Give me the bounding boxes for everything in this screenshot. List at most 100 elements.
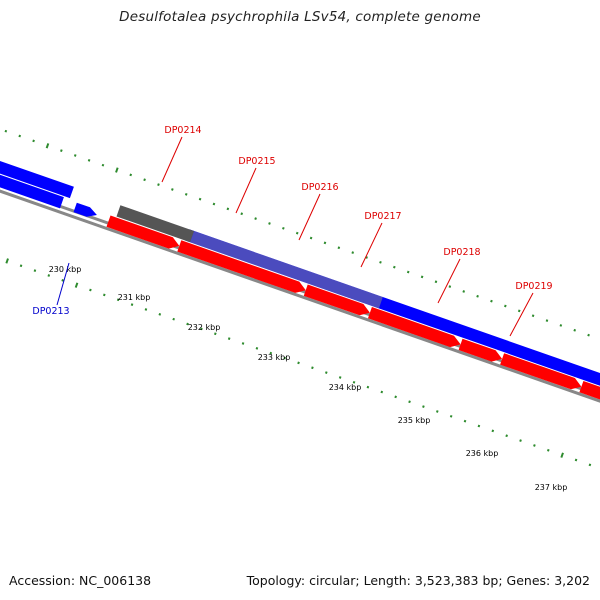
tick-mark [116, 298, 120, 302]
tick-mark [102, 293, 106, 297]
tick-mark [560, 452, 564, 458]
tick-mark [226, 207, 230, 211]
tick-mark [380, 390, 384, 394]
inner-tick-ring [5, 258, 592, 467]
accession-text: Accession: NC_006138 [9, 573, 152, 588]
tick-mark [101, 163, 105, 167]
tick-mark [47, 274, 51, 277]
tick-mark [462, 290, 466, 293]
tick-mark [434, 280, 438, 284]
tick-mark [406, 270, 410, 274]
tick-mark [587, 333, 590, 337]
gene-leader-line [360, 222, 383, 268]
tick-mark [422, 405, 425, 408]
tick-mark [491, 429, 495, 433]
tick-mark [517, 309, 521, 313]
tick-label: 230 kbp [49, 265, 82, 274]
gene-feature-overlap[interactable] [190, 231, 383, 309]
tick-mark [269, 351, 273, 355]
tick-mark [87, 158, 91, 162]
gene-feature-reverse[interactable] [303, 284, 370, 316]
tick-mark [115, 167, 119, 173]
tick-mark [73, 154, 77, 157]
gene-label-dp0215[interactable]: DP0215 [238, 156, 275, 167]
tick-mark [463, 419, 467, 423]
tick-mark [477, 424, 481, 428]
tick-mark [504, 304, 507, 308]
tick-mark [546, 448, 550, 452]
tick-mark [19, 264, 23, 268]
gene-feature-reverse[interactable] [500, 353, 582, 390]
tick-mark [184, 192, 188, 196]
tick-mark [311, 366, 314, 370]
tick-mark [545, 319, 549, 322]
tick-mark [255, 346, 259, 350]
tick-label: 236 kbp [466, 449, 499, 458]
gene-feature-forward[interactable] [0, 153, 74, 199]
tick-mark [130, 303, 134, 306]
tick-mark [4, 129, 8, 133]
tick-mark [283, 356, 286, 360]
tick-mark [227, 337, 231, 340]
tick-mark [559, 324, 563, 327]
tick-mark [449, 414, 453, 418]
backbone-inner-line [0, 189, 600, 403]
gene-feature-reverse[interactable] [177, 240, 306, 293]
tick-mark [157, 183, 160, 186]
tick-mark [366, 385, 370, 389]
tick-mark [323, 241, 327, 245]
tick-mark [200, 327, 203, 331]
tick-mark [186, 322, 189, 326]
tick-mark [448, 285, 452, 288]
tick-mark [295, 231, 299, 235]
gene-label-dp0219[interactable]: DP0219 [515, 281, 552, 292]
tick-mark [420, 275, 424, 279]
tick-mark [408, 400, 411, 404]
gene-label-dp0217[interactable]: DP0217 [364, 211, 401, 222]
tick-mark [212, 202, 216, 206]
gene-feature-reverse[interactable] [579, 381, 600, 417]
gene-label-dp0214[interactable]: DP0214 [164, 125, 201, 136]
tick-mark [74, 282, 79, 288]
tick-mark [533, 444, 536, 447]
gene-feature-forward[interactable] [0, 165, 64, 209]
tick-mark [338, 376, 342, 379]
tick-mark [324, 371, 328, 374]
tick-mark [476, 294, 479, 298]
tick-mark [519, 439, 522, 442]
tick-label: 235 kbp [398, 416, 431, 425]
tick-mark [337, 246, 341, 250]
tick-mark [213, 332, 217, 336]
gene-feature-reverse[interactable] [458, 338, 503, 362]
tick-label: 233 kbp [258, 353, 291, 362]
gene-feature-reverse[interactable] [368, 307, 461, 348]
tick-label: 232 kbp [188, 323, 221, 332]
gene-label-dp0218[interactable]: DP0218 [443, 247, 480, 258]
tick-mark [32, 139, 35, 143]
gene-feature-overlap[interactable] [116, 205, 195, 243]
tick-mark [61, 278, 64, 282]
genome-summary-text: Topology: circular; Length: 3,523,383 bp… [246, 573, 590, 588]
tick-mark [394, 395, 397, 399]
gene-feature-reverse[interactable] [106, 215, 180, 249]
gene-label-dp0213[interactable]: DP0213 [32, 306, 69, 317]
gene-label-dp0216[interactable]: DP0216 [301, 182, 338, 193]
outer-tick-ring [4, 129, 590, 337]
gene-feature-forward[interactable] [73, 202, 97, 217]
tick-mark [241, 342, 245, 345]
tick-mark [531, 314, 535, 318]
tick-mark [379, 260, 382, 264]
tick-mark [574, 458, 578, 462]
tick-mark [505, 434, 508, 438]
tick-mark [172, 317, 175, 321]
tick-mark [60, 149, 63, 152]
tick-mark [143, 178, 146, 182]
tick-mark [297, 361, 300, 365]
tick-mark [33, 269, 37, 272]
tick-mark [393, 265, 396, 269]
tick-mark [240, 212, 244, 216]
tick-mark [198, 197, 202, 201]
gene-leader-line [235, 167, 257, 214]
tick-mark [171, 188, 174, 191]
